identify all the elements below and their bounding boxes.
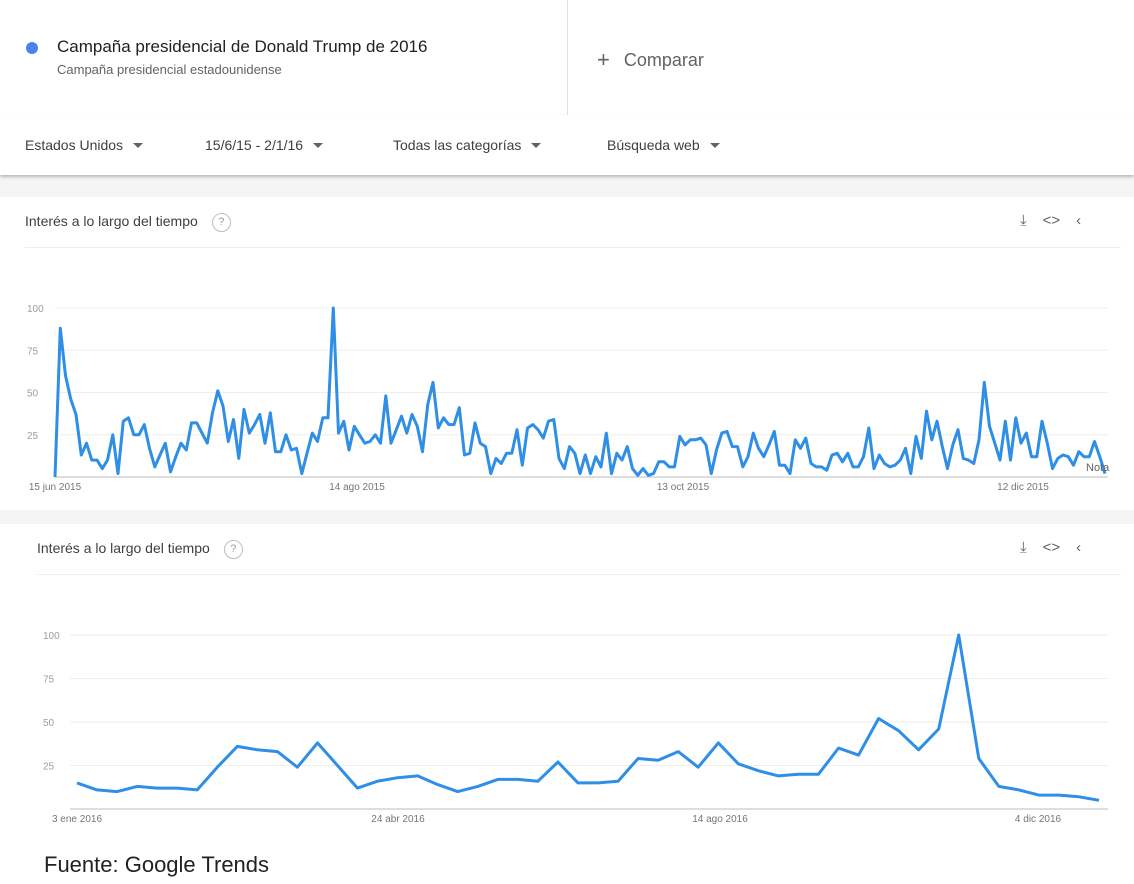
term-subtitle: Campaña presidencial estadounidense [57,62,282,77]
x-tick-label: 14 ago 2016 [692,814,748,825]
region-label: Estados Unidos [25,137,124,153]
panel-divider [25,247,1121,248]
search-type-label: Búsqueda web [607,137,700,153]
panel-title-1: Interés a lo largo del tiempo? [25,213,231,233]
x-tick-label: 24 abr 2016 [371,814,425,825]
y-tick-label: 50 [27,389,39,400]
panel-actions-1: ⤓ <> ‹ [1004,212,1081,229]
term-title: Campaña presidencial de Donald Trump de … [57,37,428,56]
x-tick-label: 13 oct 2015 [657,482,710,493]
y-tick-label: 25 [27,431,39,442]
source-caption: Fuente: Google Trends [44,852,270,877]
x-tick-label: 15 jun 2015 [29,482,82,493]
embed-icon[interactable]: <> [1042,212,1061,229]
search-term-card[interactable]: Campaña presidencial de Donald Trump de … [0,0,568,115]
y-tick-label: 75 [27,346,39,357]
series-line [76,633,1100,802]
compare-button[interactable]: + Comparar [597,46,704,72]
caret-down-icon [709,143,720,148]
x-tick-label: 4 dic 2016 [1015,814,1062,825]
category-label: Todas las categorías [393,137,522,153]
download-icon[interactable]: ⤓ [1020,212,1027,229]
embed-icon[interactable]: <> [1042,539,1061,556]
caret-down-icon [133,143,144,148]
panel-title-text: Interés a lo largo del tiempo [37,540,210,556]
panel-actions-2: ⤓ <> ‹ [1004,539,1081,556]
x-tick-label: 14 ago 2015 [329,482,385,493]
y-tick-label: 100 [27,304,44,315]
y-tick-label: 25 [43,762,55,773]
date-range-dropdown[interactable]: 15/6/15 - 2/1/16 [205,137,324,153]
panel-title-2: Interés a lo largo del tiempo? [37,540,243,560]
category-dropdown[interactable]: Todas las categorías [393,137,542,153]
plus-icon: + [597,47,610,72]
term-color-dot [26,42,38,54]
x-tick-label: 12 dic 2015 [997,482,1049,493]
help-icon[interactable]: ? [223,540,243,559]
chart-1: 100 75 50 25 15 jun 2015 14 ago 2015 13 oct 20… [27,304,1110,493]
panel-divider [37,574,1121,575]
note-label[interactable]: Nota [1086,462,1110,474]
search-type-dropdown[interactable]: Búsqueda web [607,137,720,153]
date-range-label: 15/6/15 - 2/1/16 [205,137,304,153]
download-icon[interactable]: ⤓ [1020,539,1027,556]
help-icon[interactable]: ? [211,213,231,232]
series-line [53,306,1107,478]
section-gap [0,510,1134,524]
y-tick-label: 75 [43,675,55,686]
section-gap [0,175,1134,197]
chart-2: 100 75 50 25 3 ene 2016 24 abr 2016 14 ago 201… [43,631,1108,825]
caret-down-icon [531,143,542,148]
region-dropdown[interactable]: Estados Unidos [25,137,144,153]
filter-bar: Estados Unidos 15/6/15 - 2/1/16 Todas la… [0,115,1134,175]
y-tick-label: 100 [43,631,60,642]
panel-title-text: Interés a lo largo del tiempo [25,213,198,229]
explore-header: Campaña presidencial de Donald Trump de … [0,0,1134,116]
caret-down-icon [313,143,324,148]
x-tick-label: 3 ene 2016 [52,814,102,825]
share-icon[interactable]: ‹ [1076,212,1082,229]
y-tick-label: 50 [43,718,55,729]
compare-label: Comparar [623,50,704,70]
share-icon[interactable]: ‹ [1076,539,1082,556]
